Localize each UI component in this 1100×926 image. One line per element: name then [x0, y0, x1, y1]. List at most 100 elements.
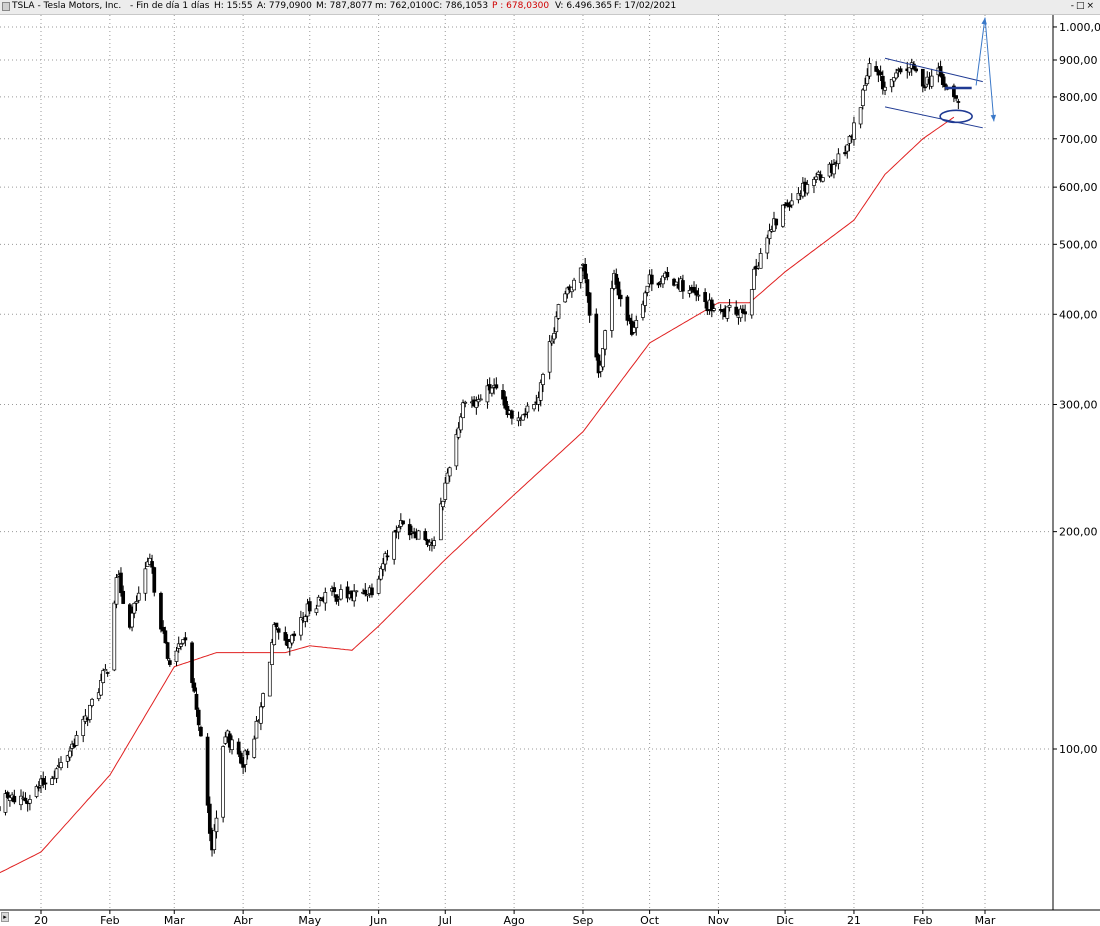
candle-body [438, 503, 443, 541]
candle-body [585, 279, 590, 297]
scroll-left-icon[interactable]: ▸ [1, 912, 9, 922]
candle-body [43, 782, 48, 785]
candle-body [370, 587, 374, 596]
candle-body [303, 616, 308, 622]
candle-body [190, 642, 194, 683]
candle-body [365, 594, 370, 597]
x-tick-label: Jun [369, 914, 387, 926]
candle-body [847, 135, 852, 144]
candle-body [627, 317, 632, 322]
candle-body [41, 778, 46, 785]
candle-body [478, 398, 483, 401]
candle-body [674, 281, 679, 286]
menu-dropdown-icon[interactable] [2, 2, 10, 11]
candle-body [749, 289, 754, 316]
candle-body [816, 171, 821, 175]
candle-body [883, 86, 887, 91]
x-tick-label: Feb [100, 914, 119, 926]
y-tick-label: 800,00 [1059, 91, 1098, 104]
candle-body [538, 382, 543, 401]
candle-body [814, 176, 819, 180]
candle-body [914, 68, 918, 72]
candle-body [874, 66, 879, 72]
candle-body [445, 472, 450, 484]
candle-body [181, 639, 186, 644]
period-label: - Fin de día 1 días [130, 1, 210, 11]
candle-body [163, 630, 168, 644]
candle-body [696, 294, 701, 297]
candle-body [614, 274, 619, 285]
candle-body [494, 384, 499, 389]
candle-body [354, 590, 359, 593]
candle-body [323, 592, 328, 604]
candle-body [796, 193, 801, 201]
candle-body [758, 253, 763, 269]
candle-body [252, 738, 257, 758]
candle-body [634, 320, 639, 329]
candle-body [194, 693, 199, 710]
open-readout: A: 779,0900 [257, 1, 312, 11]
symbol-name: TSLA - Tesla Motors, Inc. [12, 1, 122, 11]
x-tick-label: Oct [640, 914, 660, 926]
candle-body [287, 641, 292, 649]
candle-body [174, 650, 179, 662]
candle-body [474, 400, 479, 408]
candle-body [276, 628, 281, 633]
moving-average-line [0, 116, 955, 874]
candle-body [65, 755, 70, 762]
candle-body [385, 555, 390, 558]
candle-body [307, 601, 312, 612]
candle-body [709, 299, 714, 312]
candle-body [136, 592, 141, 601]
volume-readout: V: 6.496.365 [555, 1, 613, 11]
candle-body [112, 602, 117, 671]
candle-body [54, 768, 59, 779]
candle-body [432, 540, 436, 547]
candle-body [554, 316, 559, 333]
candle-body [952, 85, 956, 98]
candle-body [765, 237, 770, 254]
window-controls[interactable]: -□× [1070, 1, 1096, 11]
candle-body [165, 642, 170, 659]
candle-body [90, 698, 94, 706]
candle-body [725, 306, 730, 319]
y-tick-label: 1.000,00 [1059, 21, 1100, 34]
candle-body [416, 530, 421, 540]
candle-body [867, 63, 872, 77]
candle-body [843, 152, 847, 155]
candle-body [641, 303, 645, 318]
candle-body [36, 786, 41, 789]
candle-body [781, 204, 785, 227]
candle-body [299, 617, 303, 636]
y-tick-label: 200,00 [1059, 526, 1098, 539]
candle-body [587, 292, 592, 316]
candle-body [272, 624, 277, 646]
candle-body [894, 72, 899, 79]
candle-body [898, 68, 903, 73]
candle-body [161, 627, 166, 632]
x-tick-label: Ago [503, 914, 525, 926]
candle-body [332, 587, 337, 593]
candle-body [645, 285, 650, 293]
candle-body [254, 720, 259, 739]
candle-body [880, 75, 885, 90]
candle-body [192, 682, 197, 692]
y-tick-label: 300,00 [1059, 399, 1098, 412]
close-readout: C: 786,1053 [433, 1, 489, 11]
candle-body [214, 817, 219, 833]
candle-body [179, 643, 183, 647]
candle-body [259, 706, 263, 724]
candle-body [665, 271, 670, 278]
min-readout: m: 762,0100 [375, 1, 433, 11]
candle-body [119, 572, 123, 594]
candle-body [940, 74, 945, 85]
plot-area [0, 15, 1052, 910]
candle-body [618, 294, 623, 300]
candle-body [860, 89, 865, 107]
projection-up-arrow [975, 17, 986, 86]
candle-body [943, 83, 947, 87]
candle-body [656, 282, 661, 286]
candle-body [383, 553, 388, 565]
channel-lower-line [884, 106, 983, 129]
